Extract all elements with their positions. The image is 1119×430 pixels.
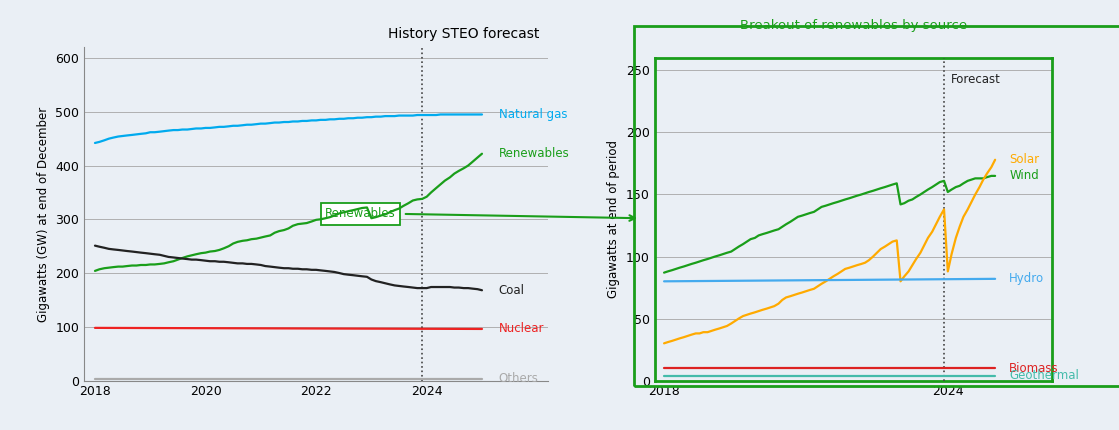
Y-axis label: Gigawatts at end of period: Gigawatts at end of period bbox=[608, 140, 620, 298]
Text: Geothermal: Geothermal bbox=[1009, 369, 1079, 382]
Text: History STEO forecast: History STEO forecast bbox=[387, 27, 539, 41]
Text: Renewables: Renewables bbox=[325, 207, 396, 221]
Text: Coal: Coal bbox=[499, 284, 525, 297]
Text: Breakout of renewables by source: Breakout of renewables by source bbox=[740, 19, 967, 32]
Text: Hydro: Hydro bbox=[1009, 272, 1044, 286]
Text: Solar: Solar bbox=[1009, 153, 1040, 166]
Text: Forecast: Forecast bbox=[951, 73, 1002, 86]
Text: Natural gas: Natural gas bbox=[499, 108, 567, 121]
Text: Others: Others bbox=[499, 372, 538, 385]
Text: Wind: Wind bbox=[1009, 169, 1040, 182]
Text: Biomass: Biomass bbox=[1009, 362, 1059, 375]
Text: Renewables: Renewables bbox=[499, 147, 570, 160]
Y-axis label: Gigawatts (GW) at end of December: Gigawatts (GW) at end of December bbox=[37, 106, 49, 322]
Text: Nuclear: Nuclear bbox=[499, 322, 544, 335]
